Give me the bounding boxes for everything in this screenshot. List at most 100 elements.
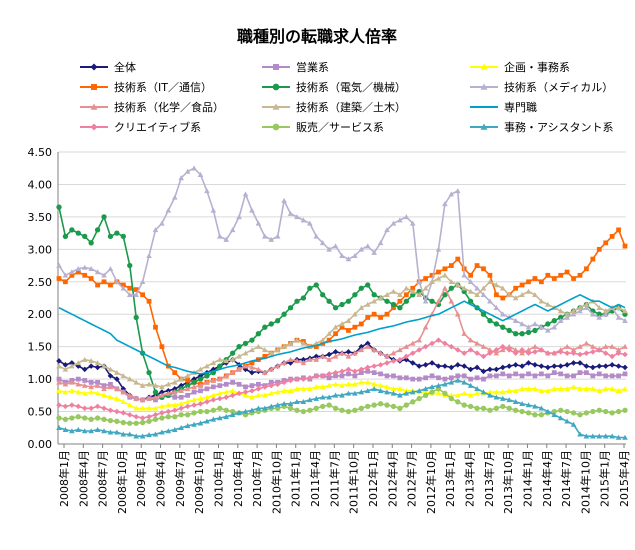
data-point — [390, 386, 397, 392]
data-point — [81, 428, 88, 434]
x-tick-label: 2008年4月 — [76, 450, 90, 507]
data-point — [332, 324, 339, 330]
data-point — [519, 363, 525, 369]
data-point — [422, 392, 429, 398]
data-point — [333, 331, 338, 337]
data-point — [416, 376, 422, 382]
data-point — [230, 379, 236, 385]
data-point — [172, 370, 178, 376]
data-point — [429, 389, 435, 395]
data-point — [69, 387, 75, 394]
data-point — [249, 364, 255, 370]
y-tick-label: 3.00 — [28, 243, 53, 256]
data-point — [525, 288, 532, 294]
data-point — [564, 343, 570, 349]
data-point — [448, 364, 455, 371]
data-point — [229, 412, 236, 418]
data-point — [223, 236, 230, 242]
data-point — [287, 377, 294, 384]
legend-item: 技術系（建築／土木） — [262, 100, 406, 114]
data-point — [423, 375, 428, 381]
data-point — [332, 353, 339, 359]
data-point — [94, 415, 101, 421]
data-point — [442, 340, 448, 347]
data-point — [178, 382, 185, 389]
data-point — [474, 350, 480, 356]
data-point — [512, 387, 519, 394]
data-point — [223, 381, 229, 387]
chart-title: 職種別の転職求人倍率 — [237, 27, 397, 46]
data-point — [506, 387, 513, 394]
data-point — [185, 392, 191, 398]
data-point — [352, 390, 358, 396]
legend-label: 全体 — [114, 60, 136, 74]
data-point — [210, 207, 217, 213]
series-group — [56, 165, 628, 440]
data-point — [538, 363, 545, 369]
data-point — [435, 337, 442, 343]
data-point — [307, 356, 313, 362]
data-point — [120, 233, 126, 240]
data-point — [56, 358, 62, 364]
data-point — [352, 407, 358, 413]
data-point — [493, 405, 500, 411]
data-point — [313, 395, 320, 401]
data-point — [178, 412, 184, 418]
data-point — [287, 210, 294, 216]
data-point — [416, 395, 422, 402]
data-point — [88, 363, 94, 369]
data-point — [364, 379, 371, 385]
data-point — [461, 285, 468, 291]
data-point — [364, 343, 371, 349]
data-point — [81, 366, 88, 373]
x-tick-label: 2012年4月 — [385, 450, 399, 507]
data-point — [622, 386, 628, 392]
data-point — [352, 350, 358, 356]
data-point — [532, 276, 538, 281]
data-point — [403, 298, 409, 304]
data-point — [500, 371, 506, 377]
data-point — [403, 353, 410, 360]
data-point — [274, 381, 281, 388]
data-point — [454, 392, 461, 398]
data-point — [590, 364, 596, 371]
data-point — [56, 204, 62, 210]
data-point — [56, 402, 62, 408]
data-point — [397, 291, 403, 297]
data-point — [210, 416, 217, 422]
data-point — [62, 426, 69, 432]
legend-marker — [272, 123, 280, 131]
data-point — [326, 371, 332, 377]
data-point — [577, 360, 583, 366]
data-point — [178, 400, 185, 407]
data-point — [210, 384, 216, 390]
data-point — [506, 397, 513, 403]
legend-item: 技術系（IT／通信） — [80, 81, 212, 94]
data-point — [519, 291, 525, 297]
data-point — [583, 340, 590, 346]
data-point — [281, 343, 287, 349]
data-point — [448, 285, 455, 291]
data-point — [615, 363, 622, 369]
data-point — [525, 324, 532, 330]
data-point — [242, 350, 249, 356]
data-point — [107, 407, 114, 414]
data-point — [120, 285, 127, 291]
data-point — [287, 400, 294, 407]
data-point — [474, 375, 480, 381]
data-point — [448, 375, 454, 381]
data-point — [75, 360, 82, 366]
data-point — [171, 379, 178, 385]
data-point — [422, 285, 429, 291]
data-point — [442, 376, 448, 382]
data-point — [216, 376, 223, 382]
y-tick-label: 1.00 — [28, 373, 53, 386]
data-point — [172, 414, 178, 420]
data-point — [467, 347, 474, 353]
data-point — [512, 362, 519, 368]
data-point — [519, 347, 525, 353]
legend-marker — [272, 103, 280, 110]
data-point — [184, 168, 191, 174]
data-point — [603, 373, 609, 379]
data-point — [326, 375, 332, 381]
